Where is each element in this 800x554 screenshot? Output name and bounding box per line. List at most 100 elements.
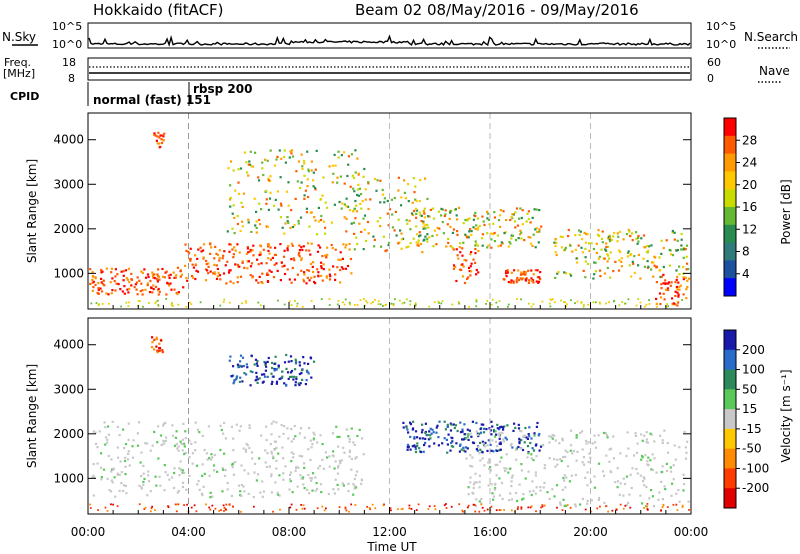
power-cell-8 [575,257,578,260]
power-cell-6 [475,273,478,276]
power-cell-3 [296,180,299,183]
power-cell-4 [411,213,414,216]
velocity-cell-3 [409,421,412,424]
power-cell-6 [470,270,473,273]
power-cell-4 [424,235,427,238]
power-cell-1 [191,274,194,278]
power-near-range-cell [520,298,522,301]
velocity-cell-0 [104,436,108,439]
power-cell-8 [568,272,572,276]
velocity-cell-0 [124,484,127,488]
power-cell-8 [583,231,586,234]
power-cell-4 [405,219,408,222]
velocity-near-range-cell [183,504,185,506]
power-cell-1 [247,251,250,254]
velocity-cell-2 [294,360,298,363]
power-cell-5 [438,227,441,230]
power-cell-0 [147,275,150,279]
velocity-cell-0 [253,462,257,465]
power-near-range-cell [506,305,509,308]
power-cell-8 [590,242,593,245]
velocity-cell-4 [616,467,619,470]
power-cell-3 [331,181,334,184]
velocity-cell-2 [239,364,242,367]
velocity-cell-2 [275,382,278,385]
power-cell-9 [682,276,685,279]
velocity-colorbar-tick-label: 50 [742,382,757,396]
velocity-cell-0 [270,452,273,455]
power-cell-0 [110,267,113,270]
power-near-range-cell [370,302,373,305]
velocity-cell-2 [240,365,244,368]
cpid-row: CPID normal (fast) 151 rbsp 200 [10,82,252,107]
power-cell-8 [676,239,679,242]
velocity-cell-4 [641,439,644,442]
velocity-cell-3 [492,450,495,453]
power-near-range-cell [582,305,585,308]
power-cell-9 [658,292,662,295]
velocity-cell-4 [502,440,505,443]
power-cell-8 [606,260,609,263]
velocity-near-range-cell [150,507,153,510]
velocity-cell-0 [127,422,130,425]
power-cell-4 [362,248,365,251]
velocity-cell-0 [142,480,145,483]
power-cell-4 [394,210,397,213]
power-cell-8 [588,242,591,245]
power-cell-3 [322,176,325,179]
velocity-cell-4 [514,448,518,451]
velocity-cell-0 [230,425,233,428]
power-cell-8 [597,229,600,232]
power-cell-4 [373,238,376,241]
power-cell-1 [322,263,325,266]
power-cell-5 [419,234,422,237]
power-cell-5 [532,233,535,236]
power-cell-8 [670,253,673,256]
velocity-cell-0 [288,478,292,481]
power-cell-1 [204,279,208,282]
velocity-cell-2 [233,378,236,382]
power-cell-8 [683,248,686,251]
power-cell-4 [415,199,418,203]
velocity-cell-4 [639,494,642,497]
power-near-range-cell [401,302,404,305]
power-cell-8 [650,268,653,271]
power-cell-8 [631,232,634,235]
power-cell-1 [215,277,219,280]
power-cell-1 [308,279,311,282]
power-cell-3 [260,208,263,211]
power-cell-1 [218,256,221,260]
velocity-cell-0 [321,443,324,446]
power-cell-4 [352,176,356,180]
power-cell-3 [354,149,357,152]
power-cell-1 [232,282,235,285]
velocity-cell-3 [499,426,502,429]
velocity-cell-0 [221,490,224,493]
power-cell-4 [383,201,386,204]
velocity-cell-0 [181,471,184,474]
velocity-cell-4 [650,468,653,471]
power-cell-3 [321,194,324,197]
velocity-cell-0 [202,485,205,488]
power-cell-8 [585,232,588,236]
velocity-near-range-cell [619,503,622,506]
power-cell-0 [154,277,157,280]
velocity-cell-0 [209,491,212,494]
velocity-near-range-cell [450,505,453,508]
velocity-near-range-cell [295,508,298,511]
power-cell-5 [441,208,444,211]
velocity-cell-0 [201,463,204,466]
velocity-cell-0 [226,488,229,491]
power-cell-0 [179,275,182,278]
power-cell-2 [154,134,157,137]
velocity-cell-3 [424,422,427,425]
power-cell-8 [608,234,611,237]
velocity-cell-0 [173,467,176,470]
power-near-range-cell [101,303,104,305]
velocity-cell-4 [598,496,601,500]
velocity-cell-4 [553,495,556,498]
power-cell-8 [584,276,587,279]
velocity-near-range-cell [516,508,519,510]
power-cell-1 [286,268,289,271]
power-cell-0 [156,280,159,283]
